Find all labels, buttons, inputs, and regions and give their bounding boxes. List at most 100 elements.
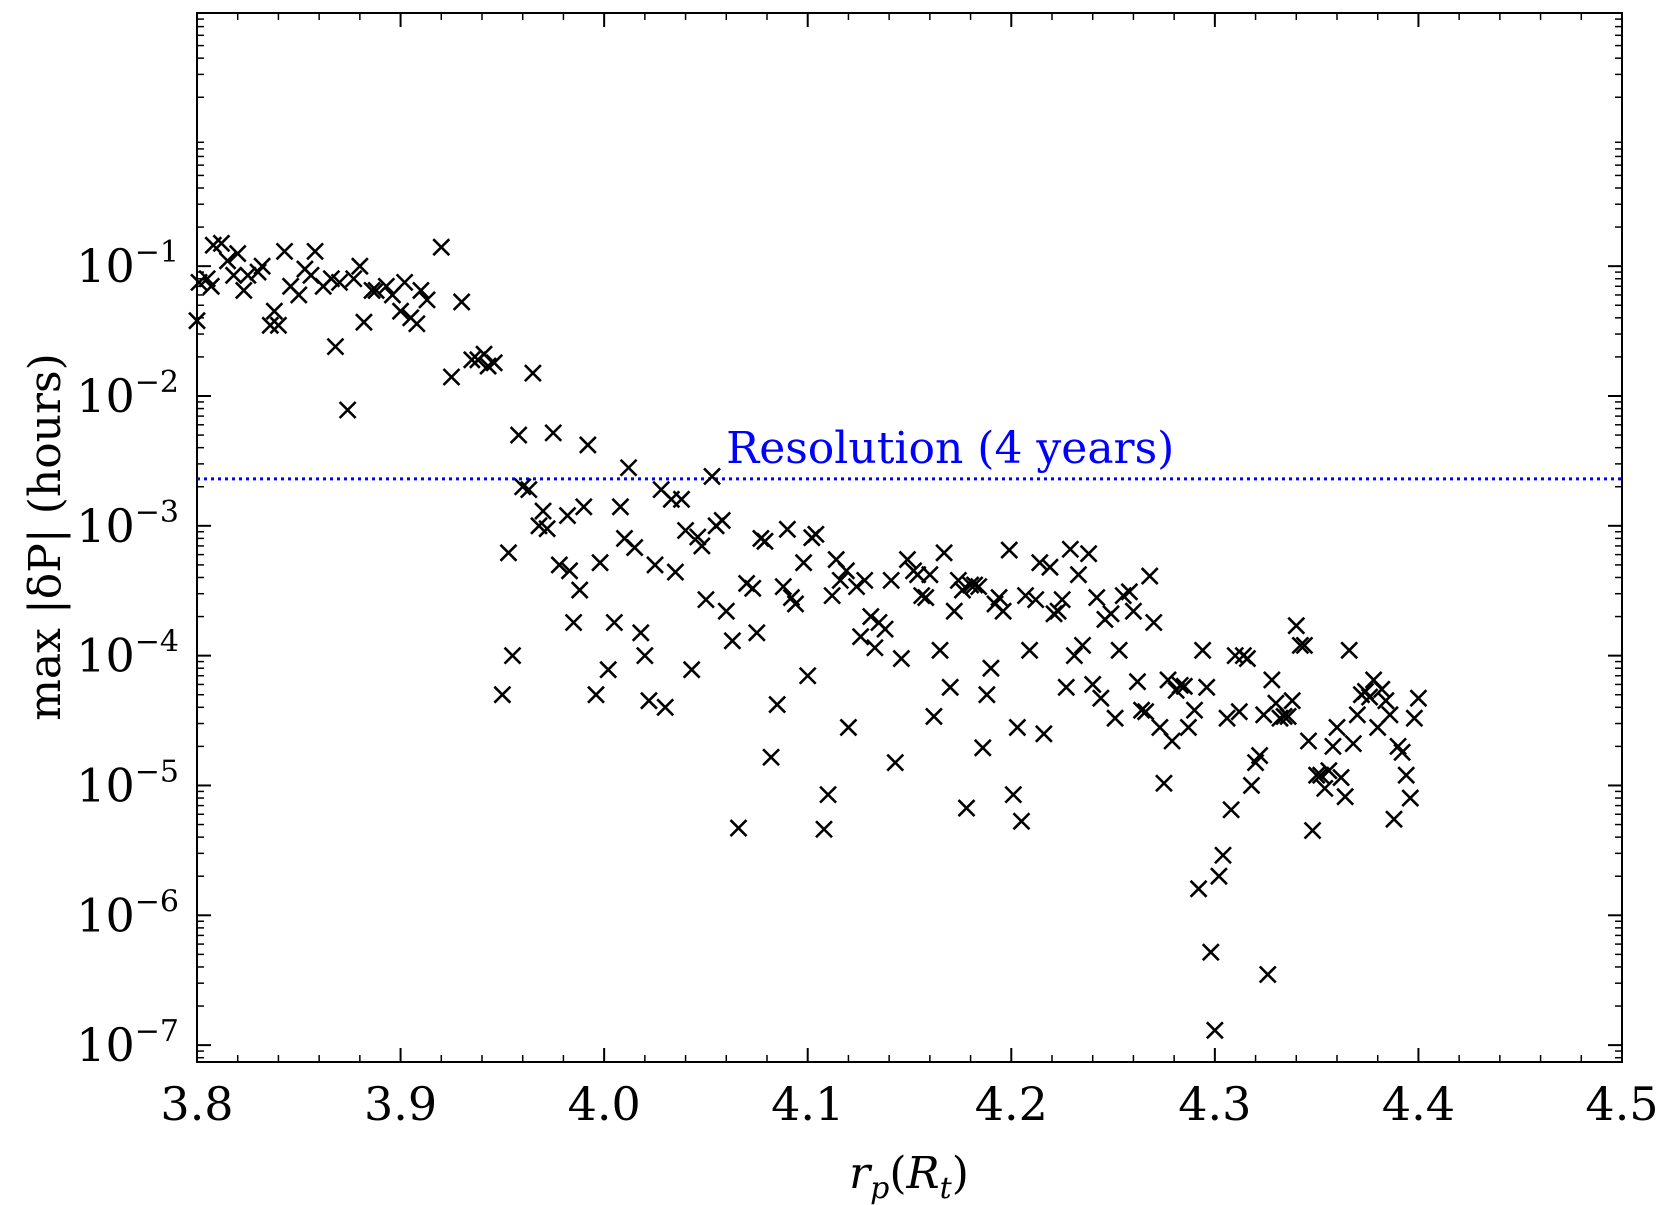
y-tick-label: 10−2 xyxy=(76,365,179,423)
x-axis-label-base-sub: p xyxy=(870,1171,889,1205)
data-point xyxy=(1283,691,1302,710)
data-point xyxy=(462,350,481,369)
data-point xyxy=(1053,590,1072,609)
data-point xyxy=(1008,718,1027,737)
data-point xyxy=(1409,689,1428,708)
data-point xyxy=(224,266,243,285)
data-point xyxy=(574,497,593,516)
data-point xyxy=(1205,1021,1224,1040)
data-point xyxy=(898,550,917,569)
data-point xyxy=(973,738,992,757)
data-point xyxy=(1163,732,1182,750)
data-point xyxy=(355,313,373,332)
data-point xyxy=(1201,943,1220,962)
major-ticks xyxy=(196,13,1623,1062)
data-point xyxy=(1385,810,1403,829)
data-point xyxy=(538,519,557,538)
data-point xyxy=(1311,766,1330,785)
y-tick-label: 10−5 xyxy=(76,754,179,812)
data-point xyxy=(1291,636,1310,655)
data-point xyxy=(666,563,685,582)
data-point xyxy=(831,571,850,590)
data-point xyxy=(544,423,563,442)
data-point xyxy=(442,368,461,386)
data-point xyxy=(306,242,324,261)
data-point xyxy=(1226,646,1245,665)
data-point xyxy=(485,353,504,372)
data-point xyxy=(861,607,880,626)
data-point xyxy=(886,753,905,772)
x-axis-label-open: ( xyxy=(889,1148,906,1199)
x-tick-label: 4.5 xyxy=(1585,1077,1658,1131)
data-point xyxy=(1185,701,1204,720)
data-point xyxy=(1020,641,1039,660)
data-point xyxy=(1218,709,1236,728)
data-point xyxy=(1087,588,1106,607)
data-point xyxy=(367,281,386,300)
data-point xyxy=(815,820,833,839)
data-point xyxy=(275,242,294,261)
x-axis-label-arg-sub: t xyxy=(940,1171,953,1205)
data-point xyxy=(640,691,658,710)
data-point xyxy=(587,685,605,704)
data-point xyxy=(560,561,579,580)
data-point xyxy=(688,528,707,546)
data-point xyxy=(1193,641,1212,660)
data-point xyxy=(228,244,247,263)
data-point xyxy=(519,480,538,499)
data-point xyxy=(1069,565,1088,584)
data-point xyxy=(762,748,780,767)
data-point xyxy=(1171,676,1190,695)
data-point xyxy=(564,613,583,632)
data-point xyxy=(1083,675,1102,694)
data-point xyxy=(188,311,206,330)
data-point xyxy=(847,577,866,596)
data-point xyxy=(982,659,1000,678)
data-point xyxy=(855,571,874,590)
data-point xyxy=(1222,800,1241,819)
data-point xyxy=(1179,718,1198,737)
data-point xyxy=(990,588,1008,607)
data-point xyxy=(1026,590,1045,609)
data-point xyxy=(977,685,996,704)
data-point xyxy=(1319,761,1338,780)
data-point xyxy=(682,660,701,679)
data-point xyxy=(851,627,870,646)
data-point xyxy=(377,277,396,296)
data-point xyxy=(1041,558,1059,577)
data-point xyxy=(218,251,237,270)
data-point xyxy=(1061,540,1080,559)
data-point xyxy=(1128,672,1147,691)
y-axis-label: max |δP| (hours) xyxy=(20,353,71,721)
data-point xyxy=(452,293,471,311)
data-point xyxy=(1124,602,1143,621)
x-tick-label: 3.9 xyxy=(364,1077,437,1131)
data-point xyxy=(503,646,522,665)
data-point xyxy=(1315,779,1334,798)
data-point xyxy=(1401,789,1420,807)
data-point xyxy=(768,695,787,714)
data-point xyxy=(326,337,345,356)
data-point xyxy=(1279,707,1298,726)
data-point xyxy=(1393,743,1412,762)
data-point xyxy=(432,238,451,257)
scatter-points xyxy=(188,234,1428,1040)
data-point xyxy=(912,586,931,605)
data-point xyxy=(330,273,349,292)
data-point xyxy=(1405,709,1424,728)
data-point xyxy=(1057,678,1076,697)
data-point xyxy=(1189,879,1208,898)
data-point xyxy=(798,666,817,685)
x-axis-label: rp(Rt) xyxy=(849,1148,969,1205)
y-tick-label: 10−3 xyxy=(76,495,179,553)
data-point xyxy=(212,234,231,253)
data-point xyxy=(605,613,624,632)
data-point xyxy=(363,281,381,300)
data-point xyxy=(1120,582,1139,601)
data-point xyxy=(1275,707,1293,726)
data-point xyxy=(1073,636,1092,655)
data-point xyxy=(202,277,221,296)
data-point xyxy=(646,555,664,574)
data-point xyxy=(493,685,512,704)
